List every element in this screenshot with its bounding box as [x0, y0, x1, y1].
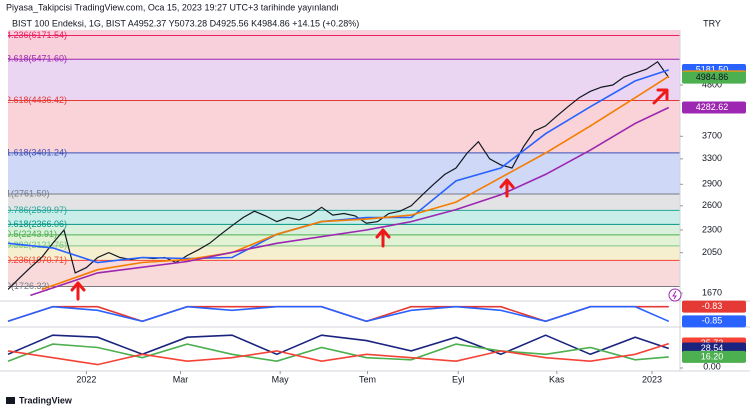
fib-band — [8, 59, 680, 101]
fib-band — [8, 100, 680, 153]
fib-label: 3.618(5471.60) — [6, 54, 67, 64]
fib-band — [8, 193, 680, 211]
series-line — [30, 106, 670, 297]
price-label: 4282.62 — [696, 102, 729, 112]
price-label: 5181.50 — [696, 64, 729, 74]
alert-icon-bolt — [672, 290, 677, 300]
plot: 4.236(6171.54) 3.618(5471.60) 2.618(4436.4… — [6, 30, 680, 297]
x-tick-label: May — [272, 374, 290, 384]
y-tick-label: 4800 — [702, 79, 722, 89]
x-tick-label: Kas — [549, 374, 565, 384]
fib-label: 0.382(2121.76) — [6, 240, 67, 250]
y-tick-label: 1670 — [702, 287, 722, 297]
symbol-line: BIST 100 Endeksi, 1G, BIST A4952.37 Y507… — [12, 18, 359, 28]
series-line — [7, 342, 670, 366]
price-label-box — [682, 315, 746, 328]
fib-label: 1.618(3401.24) — [6, 147, 67, 157]
price-label-box — [682, 300, 746, 313]
fib-band — [8, 35, 680, 60]
series-line — [41, 75, 670, 291]
fib-band — [8, 152, 680, 194]
x-tick-label: 2023 — [642, 374, 662, 384]
price-label: 28.54 — [701, 343, 724, 353]
fib-band — [8, 224, 680, 235]
x-tick-label: Tem — [359, 374, 376, 384]
x-tick-label: Eyl — [452, 374, 465, 384]
logo-mark — [6, 397, 15, 404]
fib-label: 0.5(2243.91) — [6, 229, 57, 239]
publisher-line: Piyasa_Takipcisi TradingView.com, Oca 15… — [6, 2, 339, 12]
series-line — [7, 334, 670, 356]
fib-band — [8, 234, 680, 246]
alert-icon[interactable] — [668, 288, 682, 302]
fib-band — [8, 260, 680, 287]
fib-label: 1(2761.50) — [6, 188, 50, 198]
fib-band — [8, 245, 680, 261]
fib-label: 0.786(2539.97) — [6, 205, 67, 215]
series-line — [7, 343, 669, 363]
y-tick-label: 3700 — [702, 131, 722, 141]
y-tick-label: 2900 — [702, 179, 722, 189]
fib-label: 0.618(2366.06) — [6, 219, 67, 229]
price-label: 16.20 — [701, 351, 724, 361]
price-label: -0.85 — [702, 316, 723, 326]
fib-label: 2.618(4436.42) — [6, 95, 67, 105]
series-line — [8, 60, 670, 290]
fib-label: 0(1726.32) — [6, 281, 50, 291]
arrows — [70, 88, 669, 301]
price-label-box — [682, 71, 746, 84]
arrow — [652, 88, 669, 105]
y-tick-label: 0.00 — [703, 361, 721, 371]
price-label: 4984.86 — [696, 72, 729, 82]
fib-band — [8, 210, 680, 225]
fib-label: 4.236(6171.54) — [6, 30, 67, 40]
series-line — [7, 305, 670, 323]
fib-label: 0.236(1970.71) — [6, 255, 67, 265]
fib-band — [8, 30, 680, 36]
x-tick-label: 2022 — [76, 374, 96, 384]
y-tick-label: 2600 — [702, 200, 722, 210]
footer-logo: TradingView — [6, 395, 73, 405]
x-tick-label: Mar — [173, 374, 189, 384]
price-label-box — [682, 350, 746, 363]
arrow — [70, 281, 86, 301]
y-tick-label: 3300 — [702, 153, 722, 163]
y-tick-label: 2300 — [702, 224, 722, 234]
price-label-box — [682, 101, 746, 114]
arrow — [375, 228, 391, 248]
y-tick-label: 2050 — [702, 247, 722, 257]
arrow — [499, 178, 515, 198]
currency: TRY — [703, 18, 721, 28]
price-label: -0.83 — [702, 301, 723, 311]
footer-brand: TradingView — [19, 395, 73, 405]
